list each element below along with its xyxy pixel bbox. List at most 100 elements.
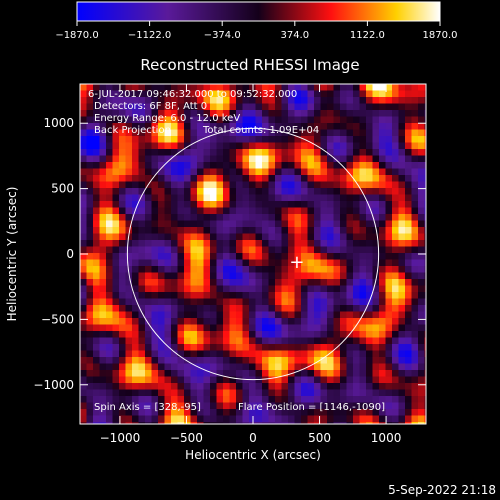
heatmap-cell bbox=[80, 181, 88, 189]
heatmap-cell bbox=[86, 331, 94, 339]
heatmap-cell bbox=[398, 285, 406, 293]
annotation-flare-position: Flare Position = [1146,-1090] bbox=[238, 402, 385, 413]
heatmap-cell bbox=[411, 136, 419, 144]
heatmap-cell bbox=[327, 370, 335, 378]
heatmap-cell bbox=[327, 292, 335, 300]
heatmap-cell bbox=[203, 311, 211, 319]
heatmap-cell bbox=[249, 129, 257, 137]
heatmap-cell bbox=[197, 305, 205, 313]
heatmap-cell bbox=[158, 415, 166, 423]
heatmap-cell bbox=[190, 376, 198, 384]
heatmap-cell bbox=[119, 162, 127, 170]
heatmap-cell bbox=[255, 97, 263, 105]
heatmap-cell bbox=[229, 396, 237, 404]
heatmap-cell bbox=[275, 383, 283, 391]
heatmap-cell bbox=[86, 240, 94, 248]
heatmap-cell bbox=[158, 129, 166, 137]
heatmap-cell bbox=[392, 240, 400, 248]
heatmap-cell bbox=[392, 162, 400, 170]
heatmap-cell bbox=[327, 84, 335, 92]
heatmap-cell bbox=[424, 84, 426, 92]
heatmap-cell bbox=[223, 259, 231, 267]
heatmap-cell bbox=[203, 162, 211, 170]
heatmap-cell bbox=[190, 214, 198, 222]
heatmap-cell bbox=[385, 168, 393, 176]
heatmap-cell bbox=[145, 292, 153, 300]
heatmap-cell bbox=[346, 383, 354, 391]
heatmap-cell bbox=[346, 279, 354, 287]
heatmap-cell bbox=[86, 142, 94, 150]
heatmap-cell bbox=[151, 383, 159, 391]
heatmap-cell bbox=[385, 279, 393, 287]
heatmap-cell bbox=[171, 396, 179, 404]
heatmap-cell bbox=[301, 181, 309, 189]
heatmap-cell bbox=[327, 110, 335, 118]
heatmap-cell bbox=[333, 188, 341, 196]
heatmap-cell bbox=[294, 318, 302, 326]
heatmap-cell bbox=[398, 233, 406, 241]
heatmap-cell bbox=[255, 175, 263, 183]
heatmap-cell bbox=[262, 110, 270, 118]
heatmap-cell bbox=[424, 337, 426, 345]
heatmap-cell bbox=[359, 331, 367, 339]
heatmap-cell bbox=[327, 103, 335, 111]
heatmap-cell bbox=[372, 123, 380, 131]
heatmap-cell bbox=[353, 103, 361, 111]
heatmap-cell bbox=[86, 409, 94, 417]
heatmap-cell bbox=[125, 253, 133, 261]
heatmap-cell bbox=[242, 240, 250, 248]
heatmap-cell bbox=[106, 194, 114, 202]
heatmap-cell bbox=[359, 123, 367, 131]
heatmap-cell bbox=[223, 181, 231, 189]
heatmap-cell bbox=[229, 136, 237, 144]
heatmap-cell bbox=[372, 181, 380, 189]
heatmap-cell bbox=[106, 129, 114, 137]
heatmap-cell bbox=[190, 116, 198, 124]
heatmap-cell bbox=[314, 357, 322, 365]
annotation-method: Back Projection bbox=[94, 125, 171, 136]
heatmap-cell bbox=[145, 168, 153, 176]
heatmap-cell bbox=[80, 214, 88, 222]
heatmap-cell bbox=[314, 175, 322, 183]
heatmap-cell bbox=[424, 422, 426, 424]
heatmap-cell bbox=[320, 422, 328, 424]
heatmap-cell bbox=[379, 162, 387, 170]
heatmap-cell bbox=[333, 376, 341, 384]
heatmap-cell bbox=[93, 402, 101, 410]
heatmap-cell bbox=[307, 415, 315, 423]
heatmap-cell bbox=[333, 84, 341, 92]
heatmap-cell bbox=[366, 240, 374, 248]
heatmap-cell bbox=[145, 116, 153, 124]
heatmap-cell bbox=[177, 240, 185, 248]
heatmap-cell bbox=[320, 376, 328, 384]
heatmap-cell bbox=[398, 240, 406, 248]
heatmap-cell bbox=[171, 90, 179, 98]
heatmap-cell bbox=[268, 103, 276, 111]
heatmap-cell bbox=[255, 136, 263, 144]
heatmap-cell bbox=[333, 389, 341, 397]
heatmap-cell bbox=[327, 285, 335, 293]
heatmap-cell bbox=[203, 292, 211, 300]
heatmap-cell bbox=[268, 415, 276, 423]
heatmap-cell bbox=[333, 357, 341, 365]
heatmap-cell bbox=[424, 240, 426, 248]
heatmap-cell bbox=[418, 103, 426, 111]
heatmap-cell bbox=[164, 97, 172, 105]
heatmap-cell bbox=[366, 318, 374, 326]
heatmap-cell bbox=[119, 103, 127, 111]
heatmap-cell bbox=[249, 337, 257, 345]
heatmap-cell bbox=[405, 337, 413, 345]
heatmap-cell bbox=[197, 207, 205, 215]
heatmap-cell bbox=[314, 318, 322, 326]
heatmap-cell bbox=[346, 116, 354, 124]
heatmap-cell bbox=[236, 415, 244, 423]
heatmap-cell bbox=[106, 149, 114, 157]
heatmap-cell bbox=[353, 259, 361, 267]
heatmap-cell bbox=[262, 162, 270, 170]
heatmap-cell bbox=[281, 103, 289, 111]
heatmap-cell bbox=[197, 214, 205, 222]
heatmap-cell bbox=[268, 298, 276, 306]
heatmap-cell bbox=[171, 227, 179, 235]
heatmap-cell bbox=[327, 357, 335, 365]
heatmap-cell bbox=[249, 227, 257, 235]
